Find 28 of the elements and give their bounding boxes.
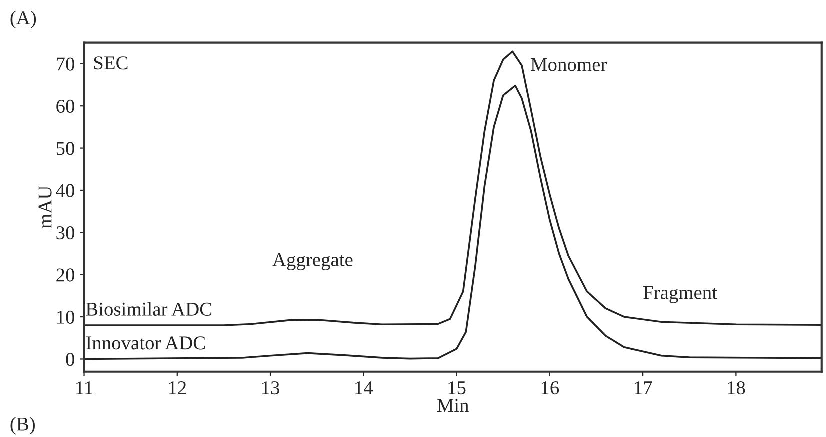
y-tick-label: 70: [57, 58, 74, 71]
annotation: Monomer: [531, 58, 608, 72]
annotation: Fragment: [644, 286, 718, 304]
chart-title: (A): [10, 10, 36, 29]
y-axis-title: mAU: [38, 186, 52, 229]
x-tick-label: 16: [542, 382, 560, 395]
y-tick-label: 50: [56, 142, 74, 156]
y-tick-label: 20: [56, 268, 74, 282]
text: (B): [10, 417, 35, 435]
annotation: SEC: [94, 56, 128, 70]
x-axis-title: Min: [437, 399, 469, 412]
y-tick-label: 10: [57, 310, 74, 324]
series-label: Biosimilar ADC: [86, 302, 212, 316]
x-tick-label: 11: [76, 382, 92, 394]
x-tick-label: 13: [262, 382, 280, 395]
x-tick-label: 17: [635, 382, 652, 394]
line-series: [84, 50, 822, 326]
annotation: Aggregate: [272, 253, 353, 270]
y-tick-label: 0: [66, 353, 74, 366]
y-tick-label: 40: [56, 184, 74, 198]
x-tick-label: 15: [448, 382, 466, 395]
y-tick-label: 60: [56, 100, 74, 114]
series-label: Innovator ADC: [86, 336, 206, 350]
x-tick-label: 12: [169, 382, 186, 394]
x-tick-label: 18: [728, 381, 746, 395]
y-tick-label: 30: [56, 226, 74, 240]
x-tick-label: 14: [356, 382, 374, 394]
line-series: [84, 84, 822, 360]
